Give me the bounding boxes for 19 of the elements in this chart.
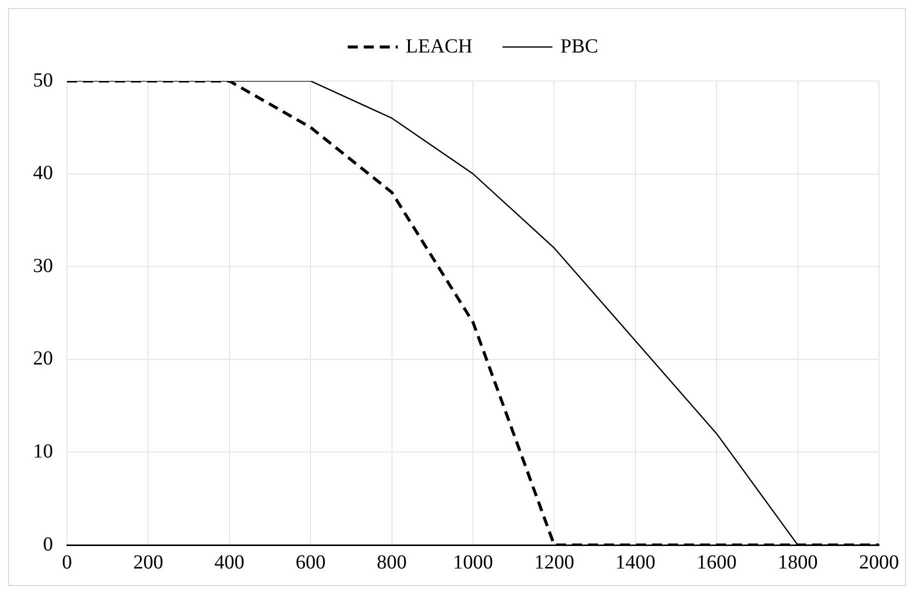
y-tick-label: 10 <box>33 440 53 462</box>
y-tick-label: 50 <box>33 69 53 92</box>
x-tick-label: 1000 <box>453 551 493 574</box>
legend-label: PBC <box>560 35 598 58</box>
x-tick-label: 1400 <box>615 551 656 574</box>
x-tick-label: 600 <box>296 551 326 574</box>
y-tick-label: 0 <box>43 533 53 556</box>
x-tick-label: 1800 <box>778 551 818 574</box>
legend-label: LEACH <box>406 35 472 58</box>
y-tick-label: 30 <box>33 254 53 277</box>
x-tick-label: 200 <box>133 551 164 574</box>
x-tick-label: 1200 <box>534 551 574 574</box>
x-tick-label: 2000 <box>859 551 899 574</box>
x-tick-label: 1600 <box>696 551 737 574</box>
y-tick-label: 20 <box>33 348 53 370</box>
y-tick-label: 40 <box>33 162 53 184</box>
x-tick-label: 800 <box>376 551 407 574</box>
x-tick-label: 0 <box>62 551 72 574</box>
x-tick-label: 400 <box>214 551 244 574</box>
